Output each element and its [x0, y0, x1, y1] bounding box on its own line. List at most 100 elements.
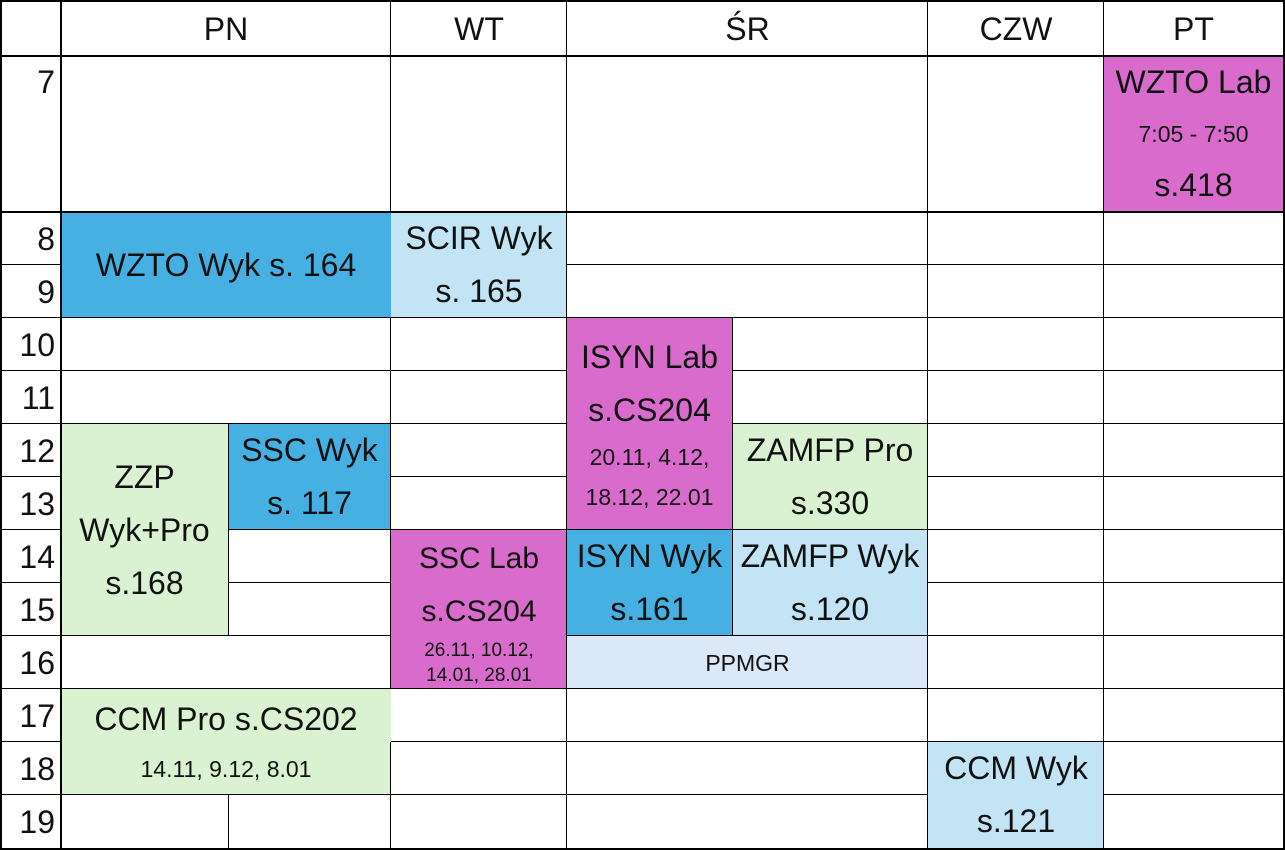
grid-line: [567, 264, 1285, 265]
event-wzto-wyk[interactable]: WZTO Wyk s. 164: [61, 212, 391, 318]
grid-line: [927, 636, 928, 850]
grid-line-left: [0, 0, 2, 850]
grid-line: [391, 741, 1285, 742]
event-ccm-pro-title: CCM Pro s.CS202: [94, 700, 358, 737]
hour-9: 9: [37, 274, 55, 310]
grid-line: [0, 264, 61, 265]
grid-line: [0, 211, 1104, 213]
header-day-pt: PT: [1173, 11, 1214, 47]
hour-19: 19: [19, 804, 55, 840]
event-ccm-pro[interactable]: CCM Pro s.CS202 14.11, 9.12, 8.01: [61, 689, 391, 795]
event-ssc-wyk-title: SSC Wyk: [241, 432, 378, 468]
event-zamfp-wyk-title: ZAMFP Wyk: [740, 538, 920, 574]
grid-line: [0, 476, 61, 477]
event-ccm-wyk-title: CCM Wyk: [944, 750, 1088, 786]
event-ssc-wyk-room: s. 117: [267, 485, 352, 521]
grid-line: [0, 529, 61, 530]
header-day-czw: CZW: [979, 11, 1053, 47]
event-wzto-wyk-title: WZTO Wyk s. 164: [95, 246, 357, 283]
grid-line: [228, 795, 229, 850]
grid-line: [228, 424, 229, 636]
event-wzto-lab[interactable]: WZTO Lab 7:05 - 7:50 s.418: [1104, 56, 1283, 212]
grid-line-top: [0, 0, 1285, 2]
hour-16: 16: [19, 645, 55, 681]
grid-line: [928, 476, 1285, 477]
header-day-pn: PN: [203, 11, 249, 47]
grid-line: [927, 0, 928, 636]
event-zzp[interactable]: ZZP Wyk+Pro s.168: [61, 424, 228, 636]
hour-14: 14: [19, 539, 55, 575]
hour-label-19: 19: [0, 795, 61, 848]
hour-13: 13: [19, 486, 55, 522]
grid-line: [732, 370, 1285, 371]
grid-line: [732, 318, 733, 636]
hour-10: 10: [19, 327, 55, 363]
event-isyn-lab[interactable]: ISYN Lab s.CS204 20.11, 4.12, 18.12, 22.…: [567, 318, 732, 530]
hour-17: 17: [19, 698, 55, 734]
header-day-wt: WT: [454, 11, 504, 47]
hour-label-15: 15: [0, 583, 61, 636]
event-isyn-wyk-title: ISYN Wyk: [576, 538, 723, 574]
grid-line: [390, 0, 391, 212]
grid-line-bottom: [0, 848, 1285, 850]
hour-label-10: 10: [0, 318, 61, 371]
event-ssc-lab-title: SSC Lab: [418, 541, 540, 575]
event-wzto-lab-title: WZTO Lab: [1115, 64, 1272, 100]
hour-18: 18: [19, 751, 55, 787]
event-zzp-room: s.168: [105, 564, 184, 601]
event-zzp-title: ZZP: [114, 458, 175, 495]
grid-line: [390, 318, 391, 689]
grid-line: [566, 0, 567, 850]
grid-line: [928, 582, 1285, 583]
event-isyn-lab-dates-2: 18.12, 22.01: [585, 484, 714, 510]
grid-line: [1104, 794, 1285, 795]
grid-line: [0, 370, 567, 371]
event-ssc-lab-dates-1: 26.11, 10.12,: [424, 639, 534, 661]
grid-line: [0, 688, 1285, 689]
event-ssc-wyk[interactable]: SSC Wyk s. 117: [228, 424, 391, 530]
event-isyn-wyk[interactable]: ISYN Wyk s.161: [567, 530, 732, 636]
event-zamfp-wyk[interactable]: ZAMFP Wyk s.120: [732, 530, 928, 636]
event-ccm-pro-dates: 14.11, 9.12, 8.01: [140, 755, 312, 782]
event-wzto-lab-room: s.418: [1154, 167, 1233, 203]
grid-line: [732, 423, 1285, 424]
event-zamfp-pro-title: ZAMFP Pro: [746, 432, 914, 468]
event-scir-wyk[interactable]: SCIR Wyk s. 165: [391, 212, 567, 318]
grid-line: [228, 529, 1285, 530]
hour-label-7: 7: [0, 56, 61, 212]
grid-line: [0, 582, 61, 583]
grid-line: [0, 635, 391, 636]
grid-line: [0, 741, 61, 742]
grid-line: [1103, 0, 1104, 850]
hour-11: 11: [21, 380, 55, 416]
grid-line-header-bottom: [0, 55, 1285, 57]
hour-label-12: 12: [0, 424, 61, 477]
hour-label-16: 16: [0, 636, 61, 689]
hour-label-14: 14: [0, 530, 61, 583]
event-ppmgr[interactable]: PPMGR: [567, 636, 928, 689]
event-isyn-wyk-room: s.161: [610, 591, 689, 627]
grid-line: [0, 317, 1285, 318]
hour-12: 12: [19, 433, 55, 469]
event-zamfp-pro[interactable]: ZAMFP Pro s.330: [732, 424, 928, 530]
hour-7: 7: [37, 64, 55, 100]
hour-label-8: 8: [0, 212, 61, 265]
event-ccm-wyk[interactable]: CCM Wyk s.121: [928, 742, 1104, 848]
event-isyn-lab-dates-1: 20.11, 4.12,: [589, 444, 710, 470]
grid-line: [567, 635, 1285, 636]
event-ccm-wyk-room: s.121: [976, 803, 1056, 839]
event-isyn-lab-title: ISYN Lab: [581, 339, 718, 375]
grid-line: [1104, 211, 1285, 213]
grid-line: [390, 742, 391, 850]
event-ssc-lab[interactable]: SSC Lab s.CS204 26.11, 10.12, 14.01, 28.…: [391, 530, 567, 689]
event-wzto-lab-time: 7:05 - 7:50: [1138, 121, 1249, 147]
hour-label-18: 18: [0, 742, 61, 795]
event-zamfp-pro-room: s.330: [790, 485, 870, 521]
event-scir-wyk-title: SCIR Wyk: [405, 220, 553, 256]
event-ssc-lab-dates-2: 14.01, 28.01: [426, 664, 532, 686]
header-day-sr: ŚR: [725, 11, 770, 47]
grid-line-hour-column: [60, 0, 62, 850]
grid-line: [0, 423, 567, 424]
grid-line: [0, 794, 928, 795]
